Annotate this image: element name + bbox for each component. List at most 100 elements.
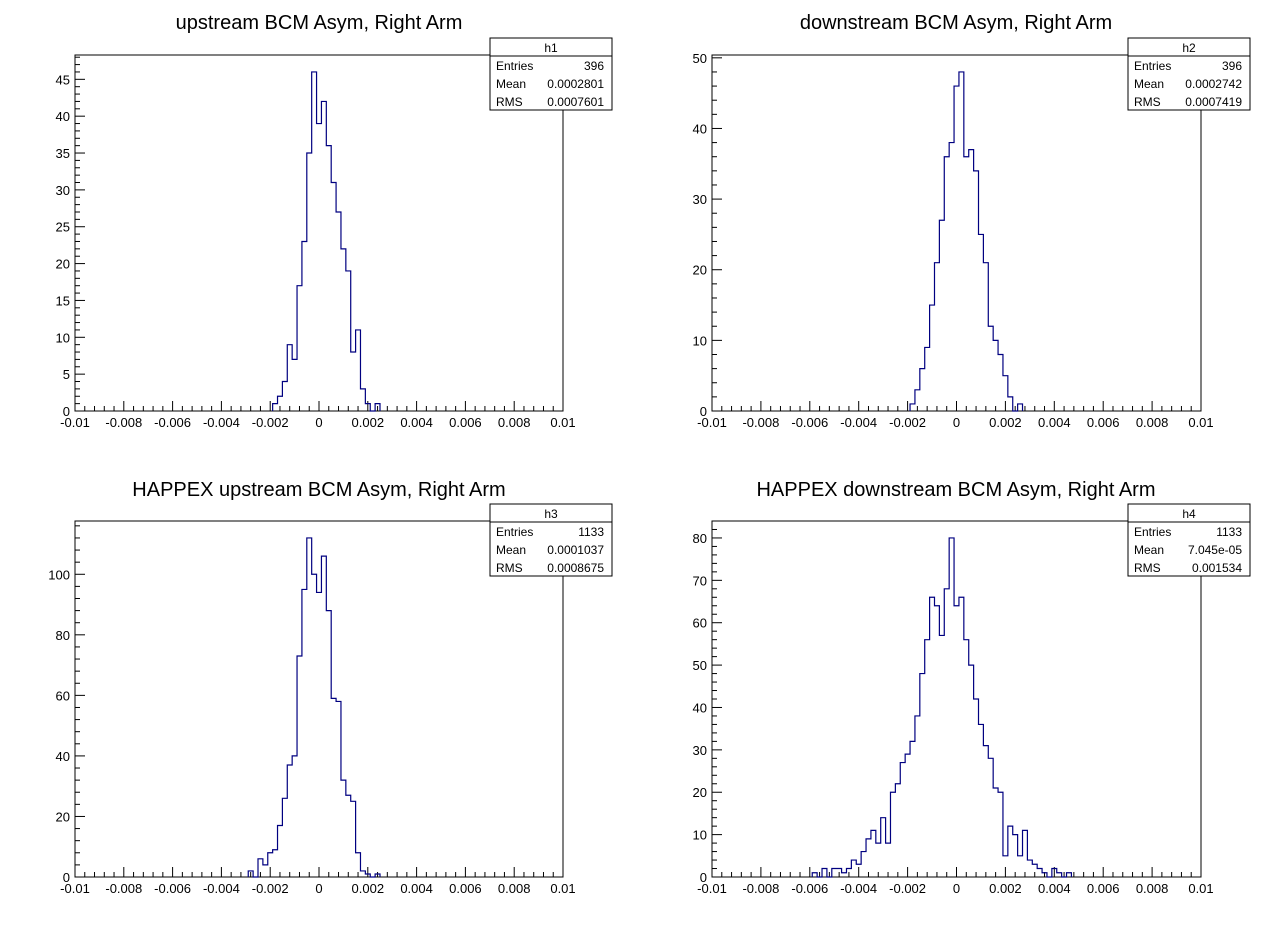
- x-tick-label: 0: [953, 415, 960, 430]
- y-tick-label: 25: [56, 220, 70, 235]
- histogram-panel-3: HAPPEX upstream BCM Asym, Right Arm -0.01…: [48, 479, 613, 896]
- chart-title: upstream BCM Asym, Right Arm: [176, 12, 463, 34]
- x-tick-label: -0.01: [60, 415, 90, 430]
- y-tick-label: 70: [693, 573, 707, 588]
- x-tick-label: 0.002: [352, 881, 385, 896]
- stats-value-mean: 0.0002801: [547, 77, 604, 91]
- x-tick-label: -0.002: [889, 415, 926, 430]
- x-tick-label: -0.002: [889, 881, 926, 896]
- stats-label-mean: Mean: [496, 543, 526, 557]
- x-tick-label: -0.008: [105, 881, 142, 896]
- y-tick-label: 45: [56, 72, 70, 87]
- stats-label-mean: Mean: [1134, 543, 1164, 557]
- x-tick-label: -0.01: [697, 415, 727, 430]
- y-tick-label: 40: [56, 749, 70, 764]
- y-tick-label: 40: [693, 121, 707, 136]
- y-tick-label: 0: [63, 404, 70, 419]
- y-tick-label: 60: [693, 616, 707, 631]
- x-tick-label: 0.006: [449, 881, 482, 896]
- y-tick-label: 35: [56, 146, 70, 161]
- y-tick-label: 0: [700, 404, 707, 419]
- y-tick-label: 10: [56, 330, 70, 345]
- x-tick-label: 0.008: [1136, 415, 1169, 430]
- stats-histogram-name: h1: [544, 41, 558, 55]
- x-tick-label: -0.008: [105, 415, 142, 430]
- x-tick-label: -0.004: [203, 415, 240, 430]
- histogram-line: [247, 537, 381, 878]
- y-tick-label: 40: [693, 700, 707, 715]
- y-tick-label: 15: [56, 293, 70, 308]
- x-tick-label: 0: [315, 881, 322, 896]
- y-tick-label: 30: [693, 192, 707, 207]
- y-tick-label: 60: [56, 688, 70, 703]
- stats-label-rms: RMS: [496, 561, 523, 575]
- chart-title: downstream BCM Asym, Right Arm: [800, 12, 1112, 34]
- x-tick-label: 0: [315, 415, 322, 430]
- x-tick-label: -0.002: [252, 881, 289, 896]
- stats-value-entries: 1133: [578, 525, 604, 539]
- y-tick-label: 40: [56, 109, 70, 124]
- x-tick-label: 0.008: [1136, 881, 1169, 896]
- histogram-panel-2: downstream BCM Asym, Right Arm -0.01 -0.00…: [693, 12, 1251, 430]
- x-tick-label: 0.008: [498, 881, 531, 896]
- x-tick-label: -0.008: [742, 415, 779, 430]
- y-tick-label: 10: [693, 828, 707, 843]
- stats-value-mean: 0.0001037: [547, 543, 604, 557]
- stats-value-mean: 7.045e-05: [1188, 543, 1242, 557]
- x-tick-label: 0.002: [989, 415, 1022, 430]
- stats-label-entries: Entries: [1134, 525, 1171, 539]
- stats-histogram-name: h3: [544, 507, 558, 521]
- x-tick-label: 0.01: [1188, 415, 1213, 430]
- chart-title: HAPPEX upstream BCM Asym, Right Arm: [132, 479, 505, 501]
- histogram-line: [909, 71, 1024, 412]
- stats-label-rms: RMS: [1134, 95, 1161, 109]
- stats-box: h3 Entries 1133 Mean 0.0001037 RMS 0.0008675: [489, 503, 613, 577]
- y-tick-label: 100: [48, 567, 70, 582]
- x-tick-label: -0.002: [252, 415, 289, 430]
- stats-value-mean: 0.0002742: [1185, 77, 1242, 91]
- stats-label-mean: Mean: [496, 77, 526, 91]
- x-tick-label: -0.01: [60, 881, 90, 896]
- stats-value-rms: 0.0007601: [547, 95, 604, 109]
- stats-value-entries: 396: [1222, 59, 1242, 73]
- x-tick-label: 0.004: [400, 881, 433, 896]
- y-tick-label: 20: [56, 257, 70, 272]
- x-tick-label: 0.004: [1038, 881, 1071, 896]
- x-tick-label: -0.006: [154, 415, 191, 430]
- stats-value-rms: 0.0007419: [1185, 95, 1242, 109]
- histogram-panel-1: upstream BCM Asym, Right Arm-0.01 -0.008-…: [56, 12, 613, 430]
- y-tick-label: 0: [63, 870, 70, 885]
- x-tick-label: -0.006: [791, 415, 828, 430]
- y-tick-label: 10: [693, 333, 707, 348]
- stats-label-entries: Entries: [496, 59, 533, 73]
- stats-value-rms: 0.001534: [1192, 561, 1242, 575]
- y-tick-label: 30: [693, 743, 707, 758]
- x-tick-label: -0.008: [742, 881, 779, 896]
- histogram-panel-4: HAPPEX downstream BCM Asym, Right Arm -0.…: [693, 479, 1251, 896]
- x-tick-label: 0.01: [1188, 881, 1213, 896]
- stats-box-frame: [1127, 503, 1251, 577]
- y-tick-label: 50: [693, 658, 707, 673]
- stats-label-rms: RMS: [1134, 561, 1161, 575]
- stats-box: h1 Entries 396 Mean 0.0002801 RMS 0.0007601: [489, 37, 613, 111]
- stats-histogram-name: h2: [1182, 41, 1196, 55]
- y-tick-label: 50: [693, 51, 707, 66]
- stats-box-frame: [489, 503, 613, 577]
- x-tick-label: 0.006: [449, 415, 482, 430]
- x-tick-label: -0.004: [840, 881, 877, 896]
- stats-value-entries: 1133: [1216, 525, 1242, 539]
- stats-value-entries: 396: [584, 59, 604, 73]
- stats-box: h4 Entries 1133 Mean 7.045e-05 RMS 0.001534: [1127, 503, 1251, 577]
- x-tick-label: 0.002: [989, 881, 1022, 896]
- x-tick-label: 0.006: [1087, 881, 1120, 896]
- histogram-line: [811, 537, 1073, 878]
- stats-histogram-name: h4: [1182, 507, 1196, 521]
- y-tick-label: 30: [56, 183, 70, 198]
- y-tick-label: 0: [700, 870, 707, 885]
- stats-label-entries: Entries: [496, 525, 533, 539]
- x-tick-label: 0.002: [352, 415, 385, 430]
- y-tick-label: 20: [693, 263, 707, 278]
- x-tick-label: 0.01: [550, 881, 575, 896]
- x-tick-label: -0.006: [154, 881, 191, 896]
